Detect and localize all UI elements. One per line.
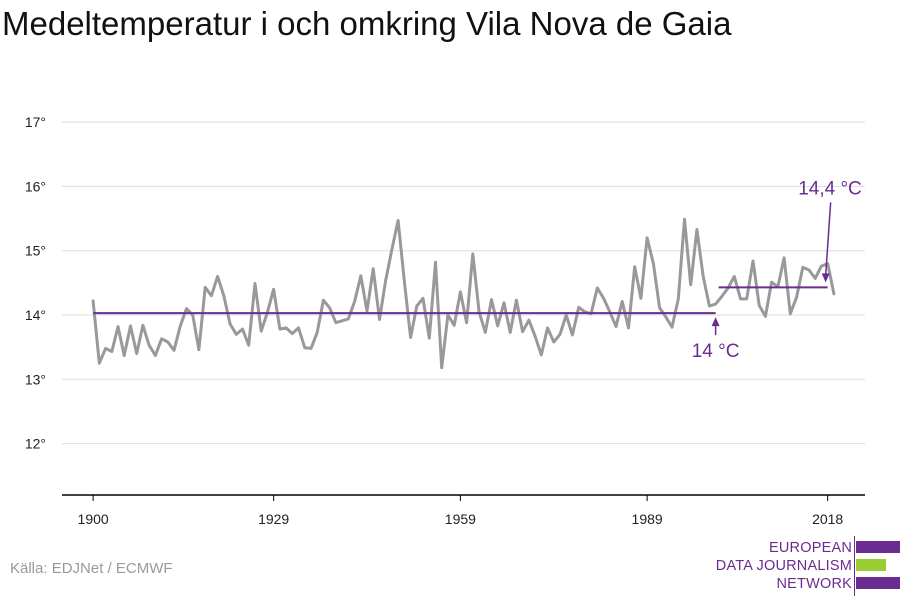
logo-divider	[854, 536, 855, 596]
x-tick-label: 1929	[258, 511, 289, 527]
edjnet-logo: EUROPEAN DATA JOURNALISM NETWORK	[708, 536, 900, 598]
y-tick-label: 12°	[25, 436, 46, 452]
x-tick-label: 1959	[445, 511, 476, 527]
logo-text: EUROPEAN DATA JOURNALISM NETWORK	[716, 539, 852, 593]
chart-title: Medeltemperatur i och omkring Vila Nova …	[2, 5, 732, 42]
x-tick-label: 1989	[632, 511, 663, 527]
logo-line-3: NETWORK	[776, 576, 852, 592]
x-tick-label: 1900	[78, 511, 109, 527]
y-tick-label: 17°	[25, 114, 46, 130]
annotation-arrowhead-2	[821, 273, 830, 283]
annotation-label-1: 14 °C	[692, 341, 740, 362]
logo-line-1: EUROPEAN	[769, 540, 852, 556]
y-tick-label: 14°	[25, 307, 46, 323]
y-tick-label: 15°	[25, 243, 46, 259]
annotation-arrowhead-1	[711, 317, 720, 327]
logo-line-2: DATA JOURNALISM	[715, 558, 852, 574]
annotation-arrow-stem-2	[824, 202, 832, 276]
source-note: Källa: EDJNet / ECMWF	[10, 560, 173, 577]
temperature-series-line	[91, 217, 836, 370]
logo-bar-bottom	[856, 577, 900, 589]
logo-bar-middle	[856, 559, 886, 571]
annotation-label-2: 14,4 °C	[798, 178, 862, 199]
y-tick-label: 16°	[25, 178, 46, 194]
logo-bar-top	[856, 541, 900, 553]
y-tick-label: 13°	[25, 371, 46, 387]
x-tick-label: 2018	[812, 511, 843, 527]
